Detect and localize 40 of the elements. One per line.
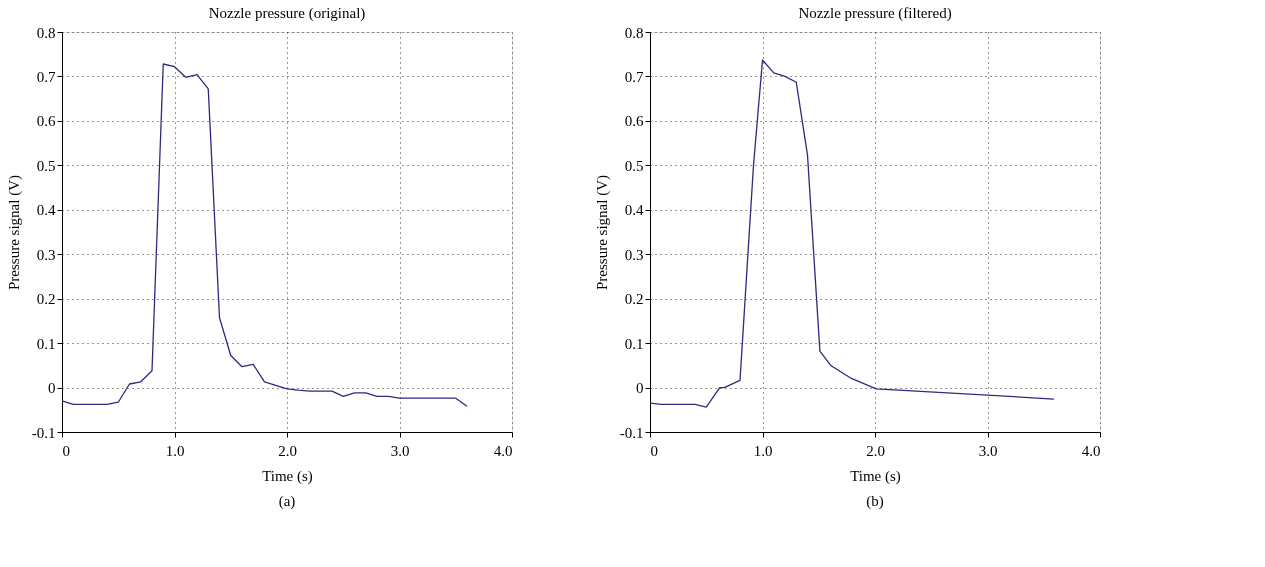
- y-tick-label: 0.7: [36, 68, 56, 85]
- y-tick-label: 0.3: [36, 246, 56, 263]
- y-tick-label: 0.6: [36, 113, 56, 130]
- line-series: [649, 59, 1055, 408]
- y-tick-label: 0.4: [624, 202, 644, 219]
- x-tick-label: 0: [650, 442, 658, 459]
- y-tick-label: 0.3: [624, 246, 644, 263]
- text: (a): [278, 493, 296, 510]
- y-tick-label: 0.5: [36, 157, 56, 174]
- x-axis-title: Time (s): [850, 467, 901, 485]
- y-tick-label: -0.1: [619, 424, 644, 441]
- y-tick-label: 0.8: [624, 24, 644, 41]
- y-tick-label: 0.1: [36, 335, 56, 352]
- y-tick-label: 0: [48, 380, 56, 397]
- x-axis-title: Time (s): [262, 467, 313, 485]
- x-tick-label: 4.0: [493, 442, 513, 459]
- y-axis-title: Pressure signal (V): [5, 175, 23, 290]
- y-tick-label: 0.5: [624, 157, 644, 174]
- y-tick-label: -0.1: [31, 424, 56, 441]
- y-tick-label: 0.7: [624, 68, 644, 85]
- x-tick-label: 2.0: [866, 442, 885, 459]
- x-tick-label: 4.0: [1081, 442, 1101, 459]
- y-tick-label: 0.2: [624, 291, 644, 308]
- y-tick-label: 0.1: [624, 335, 644, 352]
- x-tick-label: 1.0: [753, 442, 773, 459]
- x-tick-label: 3.0: [978, 442, 998, 459]
- y-tick-label: 0.8: [36, 24, 56, 41]
- y-tick-label: 0.4: [36, 202, 56, 219]
- text: (b): [866, 493, 884, 510]
- x-tick-label: 0: [62, 442, 70, 459]
- y-axis-title: Pressure signal (V): [593, 175, 611, 290]
- chart-title: Nozzle pressure (filtered): [798, 5, 952, 22]
- y-tick-label: 0: [636, 380, 644, 397]
- x-tick-label: 3.0: [390, 442, 410, 459]
- line-series: [61, 63, 468, 407]
- x-tick-label: 1.0: [165, 442, 185, 459]
- y-tick-label: 0.6: [624, 113, 644, 130]
- y-tick-label: 0.2: [36, 291, 56, 308]
- x-tick-label: 2.0: [278, 442, 297, 459]
- chart-title: Nozzle pressure (original): [208, 5, 366, 22]
